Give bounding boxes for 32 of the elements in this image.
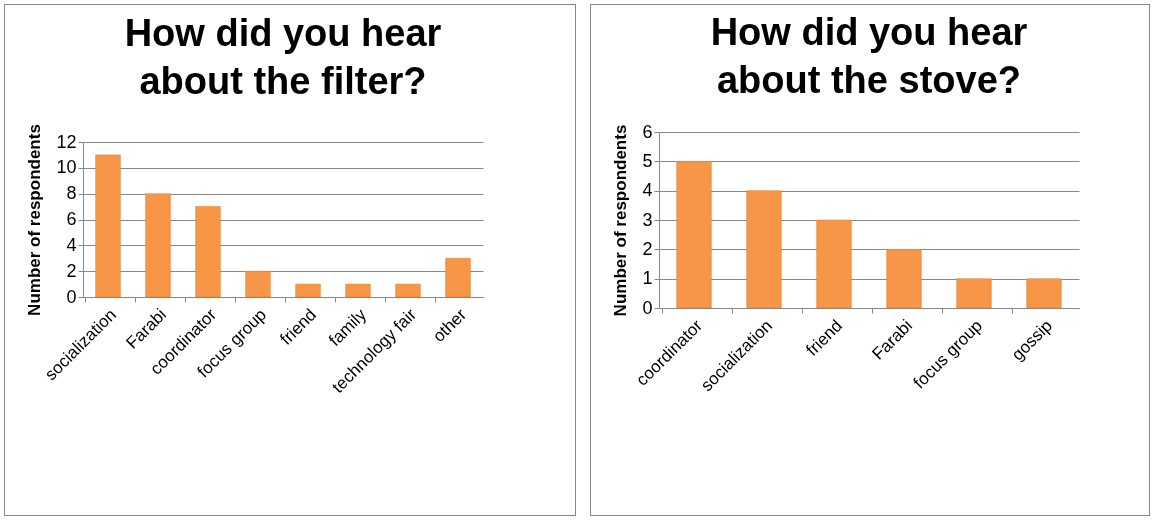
chart-title: How did you hear about the filter? xyxy=(124,11,442,102)
y-axis-title: Number of respondents xyxy=(25,124,45,316)
bar xyxy=(95,154,121,298)
bar xyxy=(295,283,321,298)
y-tick-label: 5 xyxy=(642,150,653,171)
y-tick-label: 2 xyxy=(66,260,77,281)
bar xyxy=(746,190,782,309)
y-tick-label: 10 xyxy=(56,157,77,178)
y-tick-label: 3 xyxy=(642,209,653,230)
bar xyxy=(145,193,171,298)
bar xyxy=(245,270,271,298)
bar xyxy=(195,206,221,298)
y-tick-label: 1 xyxy=(642,268,653,289)
bar xyxy=(395,283,421,298)
y-tick-label: 0 xyxy=(66,286,77,307)
bar xyxy=(956,278,992,309)
chart-title: How did you hear about the stove? xyxy=(710,11,1028,101)
y-tick-label: 4 xyxy=(66,234,77,255)
y-tick-label: 8 xyxy=(66,183,77,204)
bar xyxy=(676,161,712,309)
y-tick-label: 12 xyxy=(56,131,77,152)
y-tick-label: 4 xyxy=(642,180,653,201)
y-axis-title: Number of respondents xyxy=(611,124,631,317)
bar xyxy=(886,249,922,309)
bar xyxy=(445,258,471,298)
y-tick-label: 2 xyxy=(642,238,653,259)
bar xyxy=(345,283,371,298)
bar xyxy=(1026,278,1062,309)
y-tick-label: 6 xyxy=(642,121,653,142)
y-tick-label: 0 xyxy=(642,297,653,318)
y-tick-label: 6 xyxy=(66,209,77,229)
bar xyxy=(816,219,852,309)
